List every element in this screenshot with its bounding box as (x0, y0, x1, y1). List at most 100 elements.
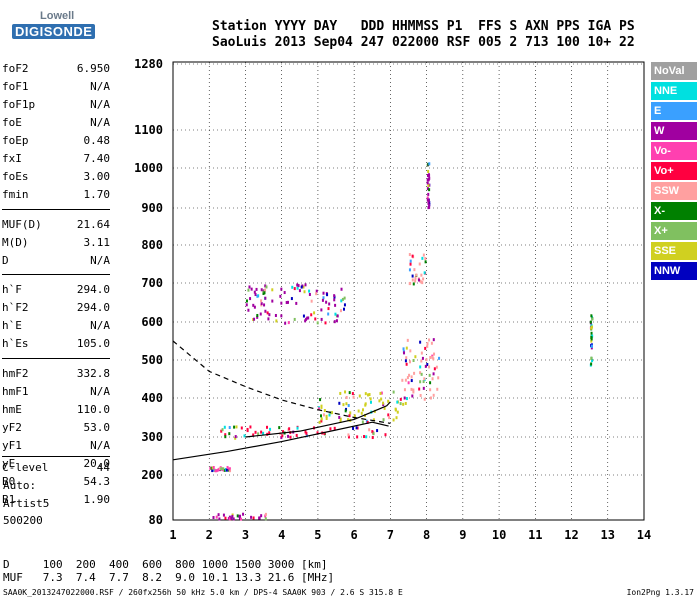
echo-point (365, 435, 368, 439)
echo-point (314, 317, 317, 321)
param-key: hmF1 (2, 385, 29, 398)
echo-point (280, 314, 283, 318)
param-row: yF2 53.0 (2, 421, 110, 439)
echo-point (266, 311, 269, 315)
echo-point (404, 401, 407, 405)
param-value: 6.950 (76, 62, 110, 75)
echo-point (242, 512, 245, 516)
param-value: 294.0 (76, 283, 110, 296)
echo-point (426, 342, 429, 346)
param-row: M(D) 3.11 (2, 236, 110, 254)
param-value: 21.64 (76, 218, 110, 231)
echo-point (430, 341, 433, 345)
x-tick-label: 7 (387, 528, 394, 542)
echo-point (328, 302, 331, 306)
echo-point (271, 299, 274, 303)
echo-point (590, 314, 593, 318)
echo-point (426, 187, 429, 191)
echo-point (324, 321, 327, 325)
echo-point (428, 373, 431, 377)
legend-item: X+ (651, 222, 697, 240)
echo-point (305, 431, 308, 435)
echo-point (372, 432, 375, 436)
echo-point (433, 352, 436, 356)
echo-point (431, 355, 434, 359)
echo-point (266, 425, 269, 429)
echo-point (335, 319, 338, 323)
autoscale-name: Artist5 (3, 497, 50, 510)
echo-point (589, 320, 592, 324)
echo-point (382, 401, 385, 405)
echo-point (264, 309, 267, 313)
x-tick-label: 4 (278, 528, 285, 542)
echo-point (383, 406, 386, 410)
echo-point (222, 467, 225, 471)
echo-point (396, 410, 399, 414)
echo-point (247, 308, 250, 312)
echo-point (428, 205, 431, 209)
echo-point (387, 399, 390, 403)
echo-point (342, 403, 345, 407)
echo-point (409, 259, 412, 263)
echo-point (409, 262, 412, 266)
echo-point (275, 319, 278, 323)
y-tick-label: 400 (141, 391, 163, 405)
param-value: N/A (90, 254, 110, 267)
echo-point (300, 285, 303, 289)
echo-point (310, 313, 313, 317)
echo-point (319, 398, 322, 402)
param-value: 105.0 (76, 337, 110, 350)
param-key: yF1 (2, 439, 22, 452)
echo-point (387, 413, 390, 417)
echo-point (308, 292, 311, 296)
x-tick-label: 10 (492, 528, 506, 542)
echo-point (316, 431, 319, 435)
echo-point (215, 515, 218, 519)
param-separator (2, 456, 110, 457)
param-key: foF1p (2, 98, 36, 111)
echo-point (287, 434, 290, 438)
echo-point (421, 356, 424, 360)
echo-point (264, 514, 267, 518)
echo-point (224, 516, 227, 520)
echo-point (320, 417, 323, 421)
echo-point (428, 173, 431, 177)
echo-point (352, 426, 355, 430)
echo-point (295, 433, 298, 437)
echo-point (225, 468, 228, 472)
echo-point (378, 399, 381, 403)
param-row: foF2 6.950 (2, 62, 110, 80)
param-row: foEp 0.48 (2, 134, 110, 152)
echo-point (282, 430, 285, 434)
param-row: yE 20.0 (2, 457, 110, 475)
autoscale-label: Auto: (3, 479, 37, 492)
param-value: 44 (96, 461, 110, 474)
echo-point (401, 378, 404, 382)
param-row: hmF1 N/A (2, 385, 110, 403)
echo-point (404, 378, 407, 382)
echo-point (361, 408, 364, 412)
echo-point (296, 283, 299, 287)
echo-point (340, 299, 343, 303)
echo-point (317, 407, 320, 411)
echo-point (394, 408, 397, 412)
echo-point (368, 393, 371, 397)
echo-point (330, 411, 333, 415)
echo-point (423, 377, 426, 381)
param-row: hmF2 332.8 (2, 367, 110, 385)
param-value: 1.90 (83, 493, 111, 506)
echo-point (395, 416, 398, 420)
echo-point (438, 356, 441, 360)
echo-point (405, 397, 408, 401)
echo-point (590, 331, 593, 335)
echo-point (426, 181, 429, 185)
echo-point (228, 467, 231, 471)
echo-point (260, 514, 263, 518)
echo-point (240, 517, 243, 521)
echo-point (271, 288, 274, 292)
echo-point (339, 309, 342, 313)
echo-point (306, 316, 309, 320)
echo-point (427, 178, 430, 182)
echo-point (345, 402, 348, 406)
